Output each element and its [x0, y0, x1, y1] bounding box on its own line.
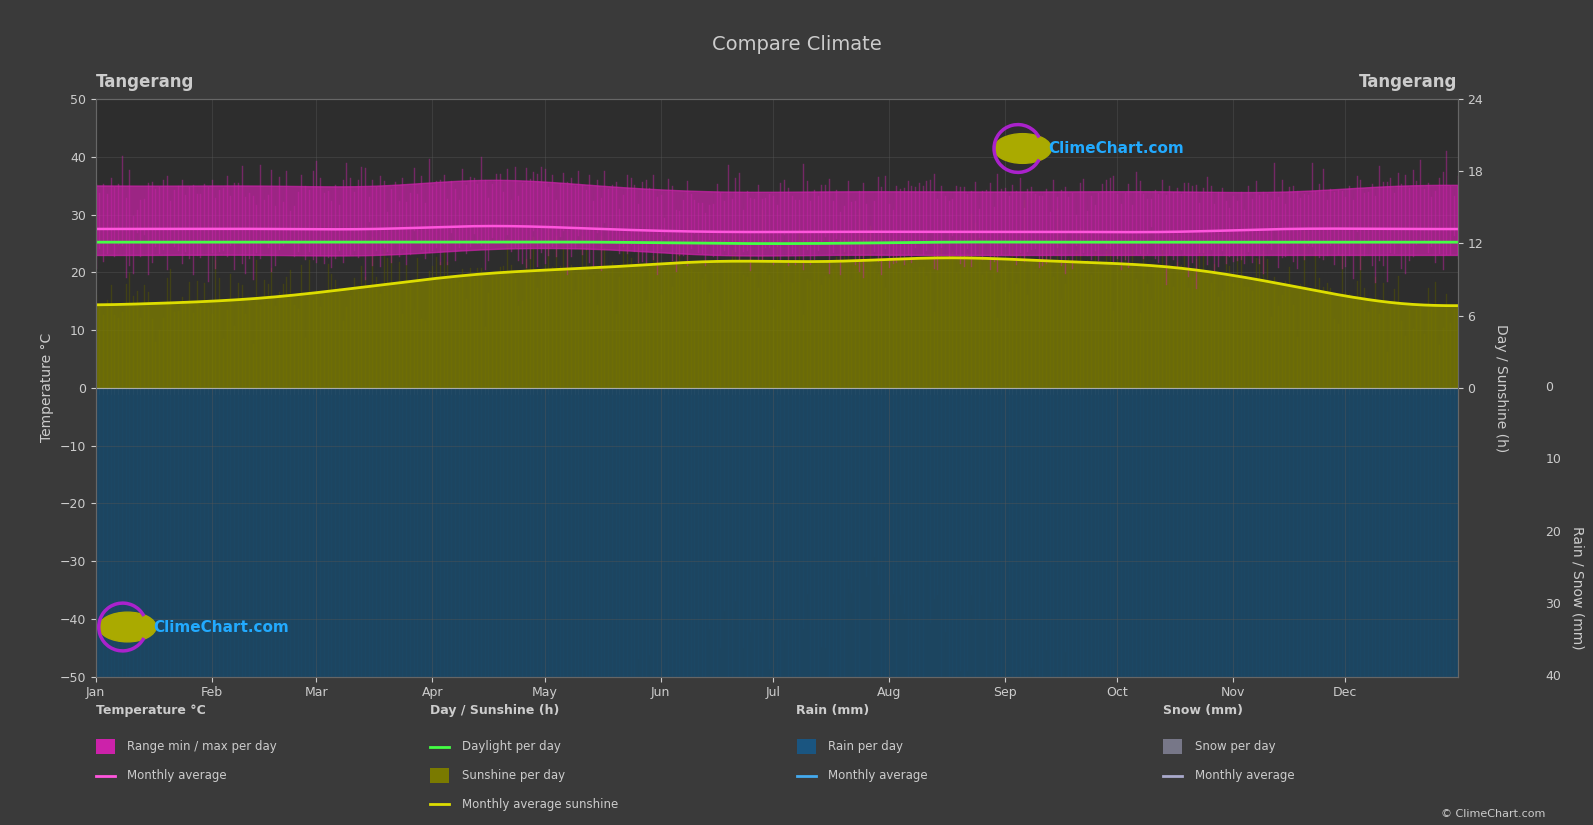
Text: Day / Sunshine (h): Day / Sunshine (h) — [430, 704, 559, 717]
Text: Daylight per day: Daylight per day — [462, 740, 561, 753]
Text: 0: 0 — [1545, 381, 1553, 394]
Text: Sunshine per day: Sunshine per day — [462, 769, 566, 782]
Text: Rain per day: Rain per day — [828, 740, 903, 753]
Text: 30: 30 — [1545, 598, 1561, 610]
Text: Rain / Snow (mm): Rain / Snow (mm) — [1571, 526, 1583, 649]
Text: Monthly average: Monthly average — [1195, 769, 1295, 782]
Y-axis label: Temperature °C: Temperature °C — [40, 333, 54, 442]
Text: Monthly average sunshine: Monthly average sunshine — [462, 798, 618, 811]
Text: ClimeChart.com: ClimeChart.com — [1048, 141, 1184, 156]
Text: Rain (mm): Rain (mm) — [796, 704, 870, 717]
Text: Compare Climate: Compare Climate — [712, 35, 881, 54]
Text: 40: 40 — [1545, 670, 1561, 683]
Text: Tangerang: Tangerang — [96, 73, 194, 91]
Text: Range min / max per day: Range min / max per day — [127, 740, 277, 753]
Text: Monthly average: Monthly average — [127, 769, 228, 782]
Text: 10: 10 — [1545, 454, 1561, 466]
Text: 20: 20 — [1545, 526, 1561, 539]
Text: Snow per day: Snow per day — [1195, 740, 1276, 753]
Text: ClimeChart.com: ClimeChart.com — [153, 620, 288, 634]
Text: Tangerang: Tangerang — [1359, 73, 1458, 91]
Text: Monthly average: Monthly average — [828, 769, 929, 782]
Y-axis label: Day / Sunshine (h): Day / Sunshine (h) — [1494, 323, 1509, 452]
Text: Temperature °C: Temperature °C — [96, 704, 205, 717]
Text: © ClimeChart.com: © ClimeChart.com — [1440, 808, 1545, 818]
Text: Snow (mm): Snow (mm) — [1163, 704, 1243, 717]
